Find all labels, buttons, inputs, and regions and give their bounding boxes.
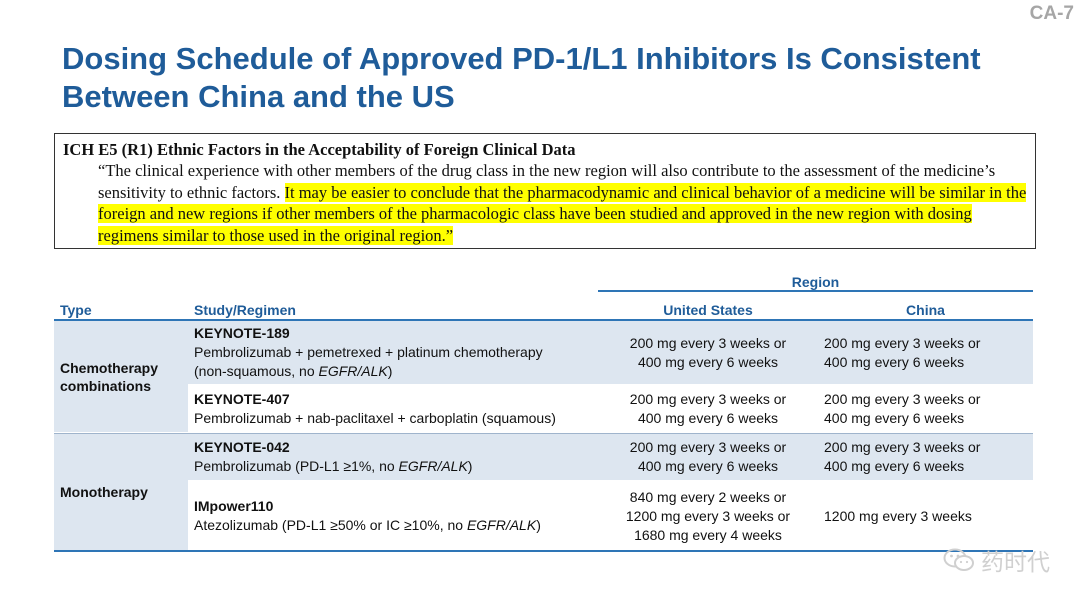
table-bottom-rule [54,550,1033,552]
study-regimen-detail: (non-squamous, no EGFR/ALK) [194,363,393,379]
watermark-text: 药时代 [981,549,1050,575]
study-regimen: Atezolizumab (PD-L1 ≥50% or IC ≥10%, no … [194,517,541,533]
type-cell-monotherapy: Monotherapy [54,434,188,550]
group-divider [54,433,1033,434]
wechat-icon [943,548,974,571]
column-header-type: Type [60,302,92,318]
quote-heading: ICH E5 (R1) Ethnic Factors in the Accept… [63,140,576,159]
study-regimen: Pembrolizumab + pemetrexed + platinum ch… [194,344,543,360]
page-title: Dosing Schedule of Approved PD-1/L1 Inhi… [62,41,981,114]
table-row-study: KEYNOTE-189 Pembrolizumab + pemetrexed +… [188,321,598,384]
us-dose-cell: 200 mg every 3 weeks or 400 mg every 6 w… [598,321,818,384]
table-row-study: KEYNOTE-042 Pembrolizumab (PD-L1 ≥1%, no… [188,434,598,480]
slide-id: CA-7 [1029,3,1074,24]
quote-text: “The clinical experience with other memb… [98,160,1027,246]
study-regimen: Pembrolizumab (PD-L1 ≥1%, no EGFR/ALK) [194,458,473,474]
column-header-china: China [906,302,945,318]
study-name: KEYNOTE-042 [194,439,290,455]
quote-text-plain: “The clinical experience with other memb… [98,161,996,202]
china-dose-cell: 200 mg every 3 weeks or 400 mg every 6 w… [818,434,1033,480]
china-dose-cell: 1200 mg every 3 weeks [824,507,972,524]
study-name: KEYNOTE-407 [194,391,290,407]
us-dose-cell: 200 mg every 3 weeks or 400 mg every 6 w… [629,391,787,426]
us-dose-cell: 840 mg every 2 weeks or 1200 mg every 3 … [625,488,791,543]
quote-box: ICH E5 (R1) Ethnic Factors in the Accept… [54,133,1036,249]
study-regimen: Pembrolizumab + nab-paclitaxel + carbopl… [194,410,556,426]
china-dose-cell: 200 mg every 3 weeks or 400 mg every 6 w… [824,391,981,426]
study-name: IMpower110 [194,498,274,514]
header-rule [54,319,1033,321]
watermark: 药时代 [943,543,1050,577]
study-name: KEYNOTE-189 [194,325,290,341]
type-cell-chemo: Chemotherapy combinations [54,321,188,432]
column-header-study: Study/Regimen [194,302,296,318]
column-header-us: United States [663,302,753,318]
region-header: Region [598,274,1033,292]
china-dose-cell: 200 mg every 3 weeks or 400 mg every 6 w… [818,321,1033,384]
table-row-study: KEYNOTE-407 Pembrolizumab + nab-paclitax… [188,386,598,432]
us-dose-cell: 200 mg every 3 weeks or 400 mg every 6 w… [598,434,818,480]
table-row-study: IMpower110 Atezolizumab (PD-L1 ≥50% or I… [188,482,598,550]
